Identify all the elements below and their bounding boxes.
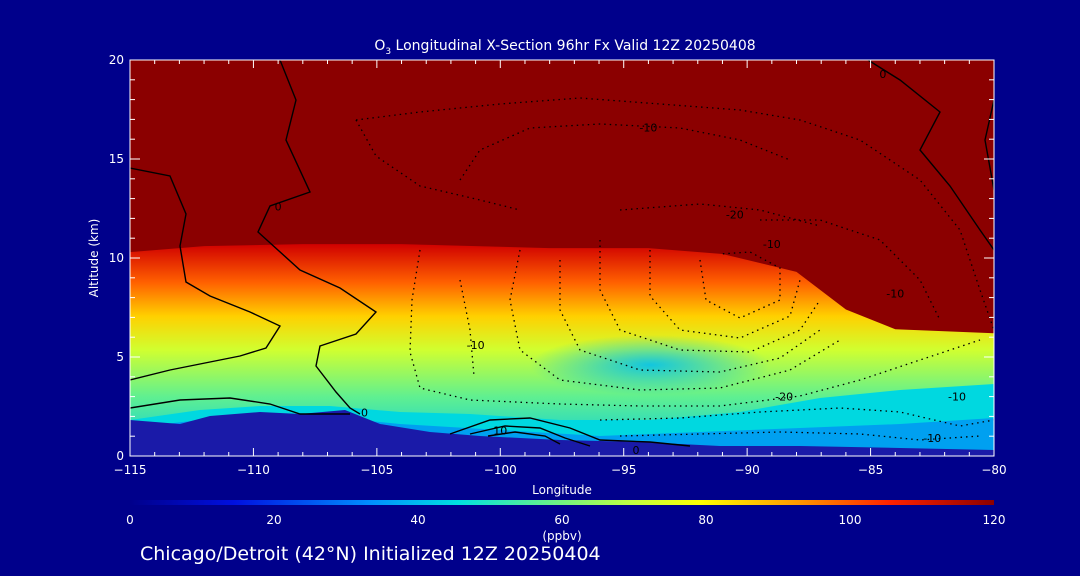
contour-neg10-inner-a [459,279,475,377]
colorbar-label: (ppbv) [542,529,581,543]
ozone-low-pocket [530,335,770,395]
contour-pos-3 [487,431,561,445]
contour-neg10-upper-inner [459,123,791,181]
contour-neg10-lower-b [619,431,981,441]
contour-neg20-d [649,250,801,339]
colorbar-tick-label: 0 [126,513,134,527]
y-axis-ticks: 0 5 10 15 20 [109,53,994,463]
colorbar-tick-label: 40 [410,513,425,527]
contour-0-east-edge [984,99,994,191]
x-tick-label: −85 [858,463,883,477]
x-tick-label: −100 [484,463,517,477]
contour-pos-2 [469,425,591,447]
contour-label: 0 [879,68,886,81]
contour-label: 10 [493,424,507,437]
contour-neg20-c [599,240,821,353]
colorbar-tick-label: 20 [266,513,281,527]
dotted-contours [355,97,994,441]
colorbar-tick-label: 80 [698,513,713,527]
y-tick-label: 15 [109,152,124,166]
contour-neg20-g [619,203,821,227]
init-time-label: Chicago/Detroit (42°N) Initialized 12Z 2… [140,543,601,565]
contour-neg10-west [355,119,521,211]
plot-area: 0 0 0 0 10 -10 -10 -10 -10 -10 -10 -20 -20 [130,60,994,457]
contour-label: -10 [763,238,781,251]
contour-label: -10 [467,339,485,352]
contour-label: 0 [275,201,282,214]
x-tick-label: −95 [611,463,636,477]
terrain-surface [130,410,994,456]
title-subscript: 3 [385,47,391,57]
contour-0-east [867,60,994,251]
contour-neg20-b [559,260,821,373]
contour-label: -10 [923,432,941,445]
x-tick-label: −115 [114,463,147,477]
y-tick-label: 5 [116,350,124,364]
contour-label: 0 [633,444,640,457]
colorbar-tick-label: 120 [983,513,1006,527]
x-tick-label: −90 [734,463,759,477]
chart-title: O3 Longitudinal X-Section 96hr Fx Valid … [374,38,755,57]
colorbar-tick-label: 100 [839,513,862,527]
contour-label: -20 [775,391,793,404]
colorbar [130,500,994,505]
x-tick-label: −105 [360,463,393,477]
contour-0-lowlevel [130,397,350,415]
colorbar-ticks: 0 20 40 60 80 100 120 [126,513,1005,527]
contour-0-west [130,167,282,381]
contour-labels: 0 0 0 0 10 -10 -10 -10 -10 -10 -10 -20 -20 [275,68,966,457]
x-tick-label: −110 [237,463,270,477]
y-tick-label: 0 [116,449,124,463]
x-tick-label: −80 [981,463,1006,477]
contour-label: -10 [948,391,966,404]
contour-neg10-mid [409,249,981,407]
y-axis-label: Altitude (km) [87,219,101,298]
x-axis-ticks: −115 −110 −105 −100 −95 −90 −85 −80 [114,60,1007,477]
contour-0-central [257,60,378,415]
y-tick-label: 10 [109,251,124,265]
contour-label: 0 [361,406,368,419]
contour-pos-1 [449,417,691,447]
contour-label: -10 [886,288,904,301]
x-axis-label: Longitude [532,483,592,497]
contour-label: -20 [726,208,744,221]
y-tick-label: 20 [109,53,124,67]
contour-label: -10 [639,121,657,134]
colorbar-tick-label: 60 [554,513,569,527]
solid-contours [130,60,994,447]
